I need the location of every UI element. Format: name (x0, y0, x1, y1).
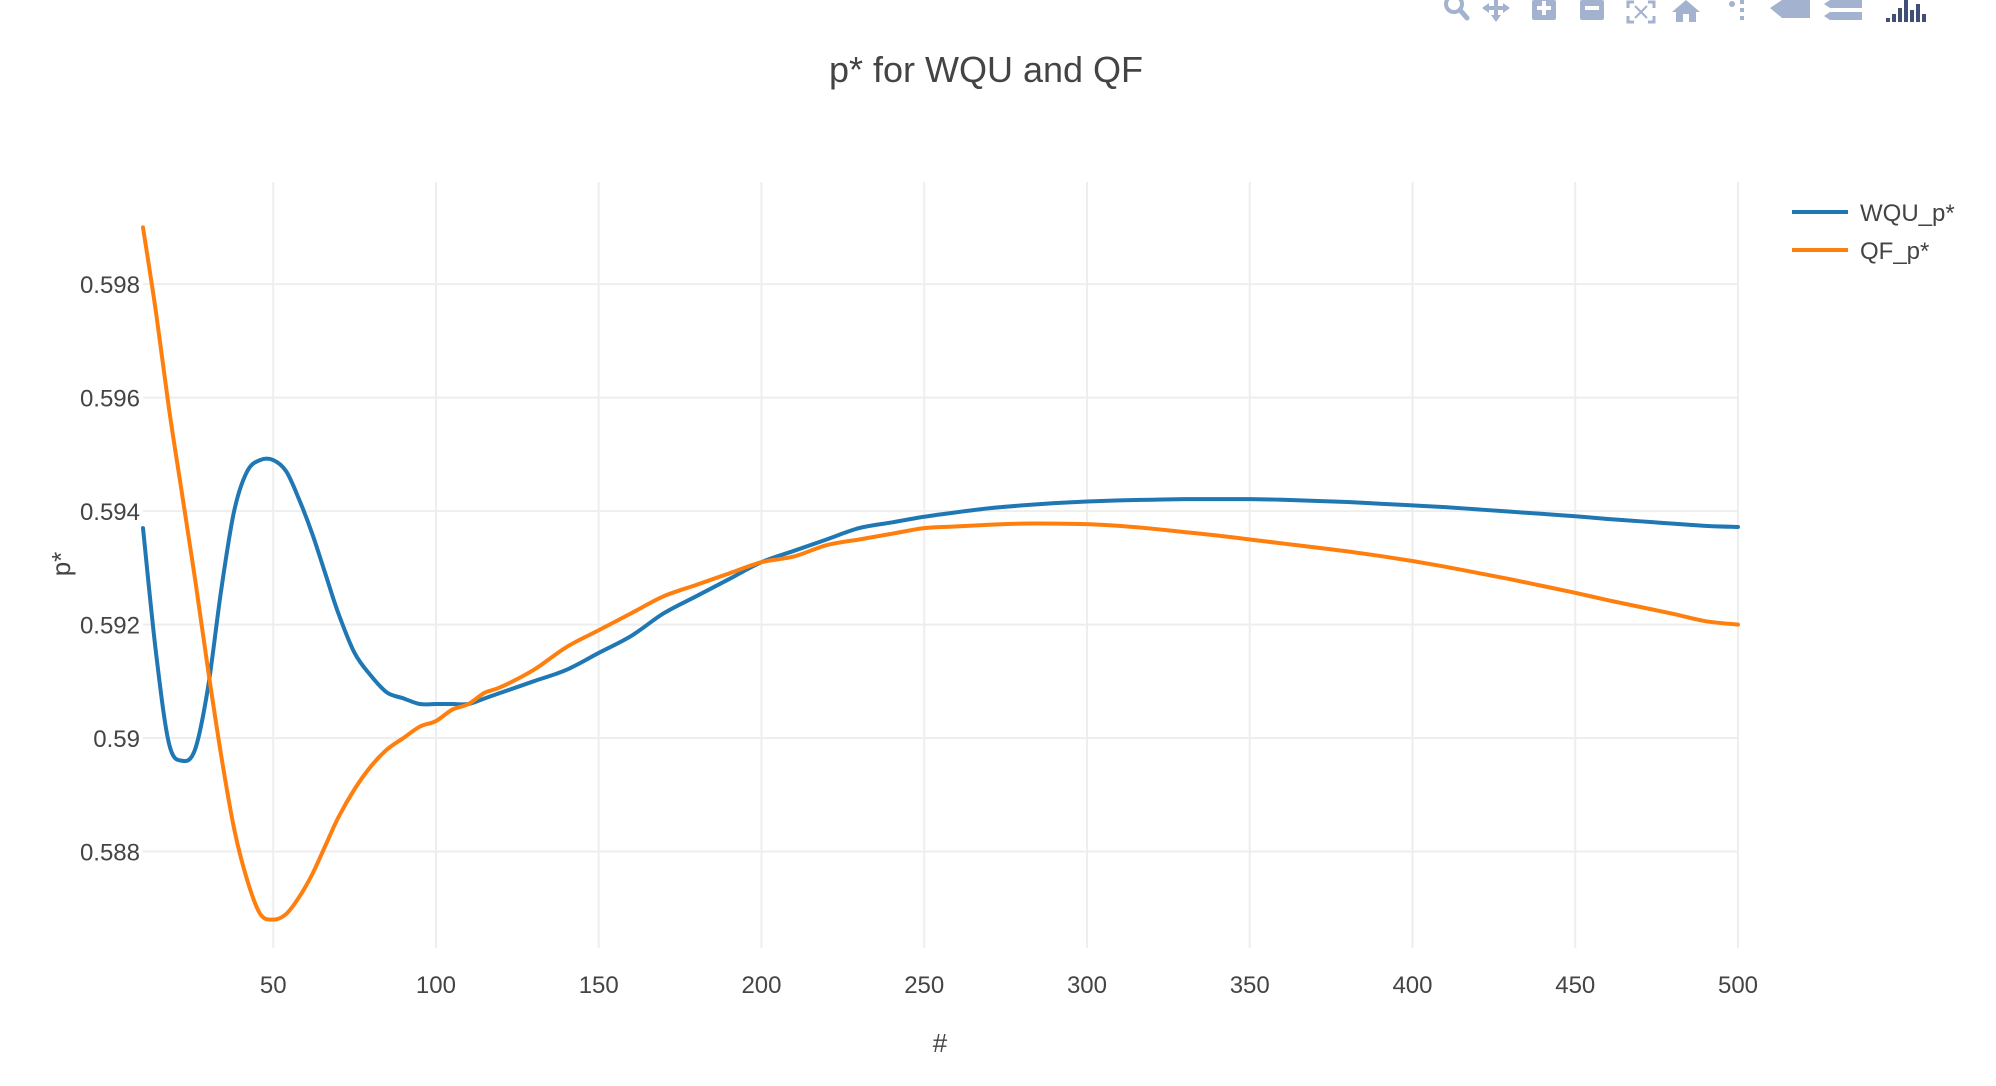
y-axis-title: p* (46, 552, 76, 577)
spike-lines-icon[interactable] (1728, 0, 1750, 29)
plotly-logo-icon[interactable] (1886, 0, 1938, 29)
x-tick-label: 350 (1230, 972, 1270, 999)
y-axis-ticks: 0.588 0.59 0.592 0.594 0.596 0.598 (80, 272, 140, 866)
x-tick-label: 150 (579, 972, 619, 999)
y-tick-label: 0.59 (93, 726, 140, 753)
legend-label: WQU_p* (1860, 200, 1955, 227)
legend-label: QF_p* (1860, 238, 1929, 265)
x-tick-label: 200 (741, 972, 781, 999)
pan-icon[interactable] (1480, 0, 1512, 29)
x-tick-label: 300 (1067, 972, 1107, 999)
x-tick-label: 500 (1718, 972, 1758, 999)
autoscale-icon[interactable] (1626, 0, 1656, 31)
hover-compare-icon[interactable] (1824, 0, 1866, 29)
y-tick-label: 0.598 (80, 272, 140, 299)
hover-closest-icon[interactable] (1770, 0, 1812, 29)
y-tick-label: 0.594 (80, 499, 140, 526)
legend-item[interactable]: QF_p* (1792, 238, 1929, 265)
x-tick-label: 50 (260, 972, 287, 999)
x-tick-label: 100 (416, 972, 456, 999)
zoom-in-icon[interactable] (1530, 0, 1560, 29)
x-tick-label: 450 (1555, 972, 1595, 999)
reset-axes-icon[interactable] (1670, 0, 1702, 29)
y-tick-label: 0.596 (80, 386, 140, 413)
x-tick-label: 400 (1392, 972, 1432, 999)
x-tick-label: 250 (904, 972, 944, 999)
modebar (1430, 0, 1938, 26)
y-tick-label: 0.592 (80, 613, 140, 640)
legend[interactable]: WQU_p* QF_p* (1792, 200, 1955, 265)
gridlines (143, 182, 1739, 948)
series-layer (141, 225, 1740, 922)
x-axis-ticks: 50 100 150 200 250 300 350 400 450 500 (260, 972, 1758, 999)
series-line-1[interactable] (141, 225, 1740, 922)
series-line-0[interactable] (141, 456, 1740, 764)
legend-item[interactable]: WQU_p* (1792, 200, 1955, 227)
y-tick-label: 0.588 (80, 840, 140, 867)
x-axis-title: # (933, 1028, 948, 1058)
zoom-out-icon[interactable] (1578, 0, 1608, 29)
chart-title: p* for WQU and QF (829, 49, 1143, 90)
zoom-icon[interactable] (1442, 0, 1474, 29)
